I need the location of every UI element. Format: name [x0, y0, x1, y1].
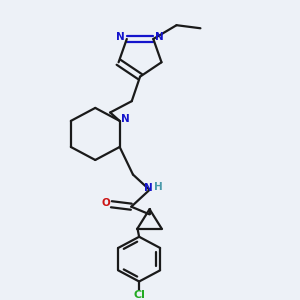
Text: N: N — [143, 183, 152, 193]
Text: N: N — [155, 32, 164, 41]
Text: N: N — [116, 32, 125, 41]
Text: H: H — [154, 182, 163, 192]
Text: N: N — [121, 114, 130, 124]
Text: Cl: Cl — [133, 290, 145, 300]
Text: O: O — [102, 198, 110, 208]
